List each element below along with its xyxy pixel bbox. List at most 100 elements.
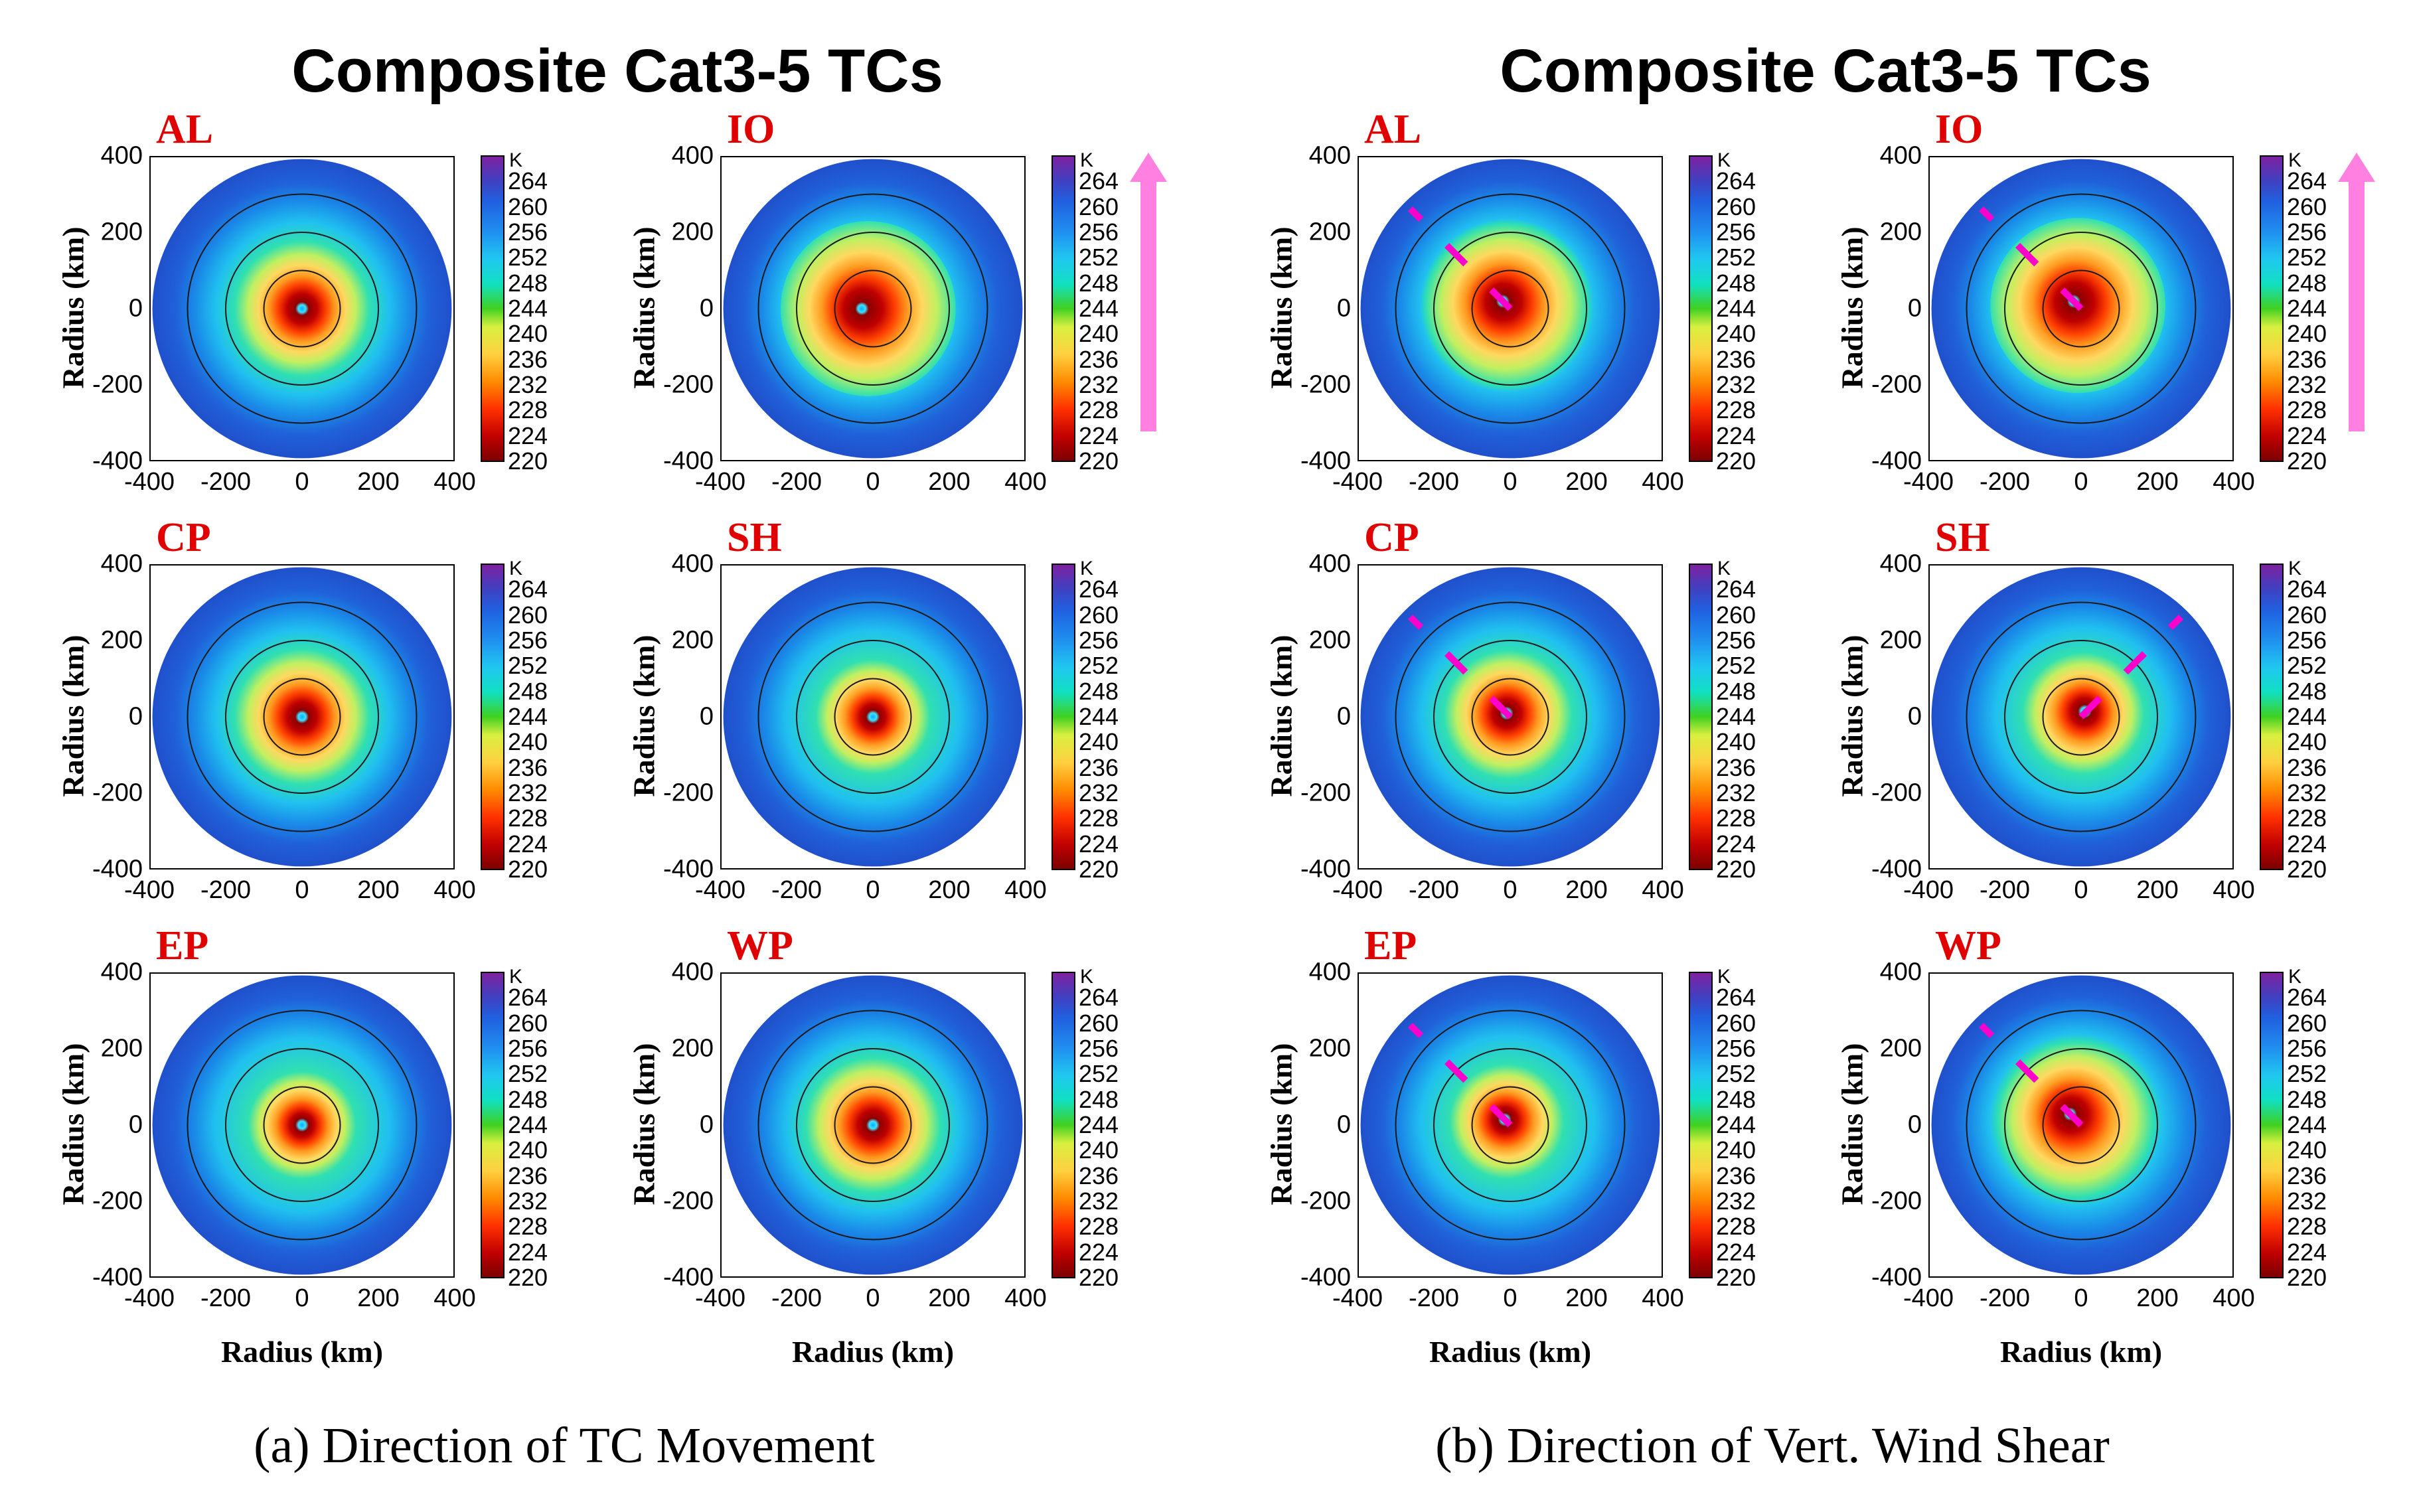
x-tick: 0 [1503,876,1518,904]
colorbar [481,972,505,1278]
ref-circle-300 [757,601,988,832]
y-axis-label: Radius (km) [1835,226,1869,389]
colorbar-tick: 260 [1716,192,1756,220]
colorbar-tick: 264 [2287,167,2327,195]
colorbar-tick: 260 [2287,192,2327,220]
colorbar-tick: 264 [1716,575,1756,603]
colorbar-unit: K [2288,149,2302,171]
ref-circle-300 [1966,601,2197,832]
y-tick: 400 [1308,958,1351,986]
caption-a: (a) Direction of TC Movement [254,1418,875,1474]
colorbar-tick: 240 [2287,1136,2327,1164]
colorbar-tick: 240 [508,1136,548,1164]
x-tick: -400 [123,1284,175,1312]
colorbar-tick: 220 [2287,447,2327,475]
colorbar [481,564,505,870]
ref-circle-200 [2004,640,2158,794]
colorbar-tick: 244 [1079,295,1119,322]
colorbar-tick: 228 [2287,1213,2327,1241]
y-tick: -400 [1300,855,1351,883]
colorbar-tick: 240 [1716,320,1756,348]
colorbar-tick: 260 [2287,1009,2327,1037]
colorbar-tick: 244 [1079,703,1119,730]
x-tick: 400 [1004,1284,1047,1312]
colorbar-tick: 260 [508,1009,548,1037]
y-tick: 0 [699,294,714,323]
y-tick: 400 [671,550,714,578]
colorbar-unit: K [1717,966,1731,988]
y-tick: 0 [128,294,143,323]
colorbar-tick: 232 [2287,779,2327,806]
x-tick: 200 [1565,876,1608,904]
y-tick: -400 [662,447,714,475]
ref-circle-200 [796,1048,950,1202]
x-tick: 400 [1642,876,1684,904]
colorbar-tick: 244 [508,1111,548,1138]
heat-field [723,975,1023,1275]
y-tick: -400 [1871,1263,1922,1292]
plot-frame [149,564,455,869]
title-b: Composite Cat3-5 TCs [1500,37,2151,105]
panel-label-sh: SH [1935,515,1990,560]
colorbar-unit: K [1717,558,1731,579]
x-tick: 200 [2136,1284,2179,1312]
ref-circle-100 [2042,678,2120,756]
y-tick: -400 [1300,447,1351,475]
y-tick: -200 [1300,370,1351,399]
colorbar-fill [2260,972,2284,1278]
y-tick: -200 [1871,1187,1922,1215]
colorbar [1052,972,1075,1278]
x-tick: -400 [1332,468,1383,496]
colorbar-tick: 228 [508,396,548,424]
y-tick: -200 [662,779,714,807]
y-axis-label: Radius (km) [627,1043,661,1205]
colorbar-tick: 244 [1716,703,1756,730]
x-tick: -400 [694,1284,746,1312]
colorbar-tick: 224 [1079,830,1119,858]
colorbar-tick: 248 [508,269,548,297]
y-axis-label: Radius (km) [1835,635,1869,797]
x-tick: 0 [295,468,309,496]
composite-disk-sh [1931,567,2231,867]
panel-label-wp: WP [727,923,793,968]
y-tick: 400 [100,141,143,170]
y-tick: -200 [1300,1187,1351,1215]
ref-circle-200 [796,232,950,386]
x-tick: -400 [1332,876,1383,904]
y-tick: -400 [92,1263,143,1292]
colorbar-tick: 256 [508,1035,548,1062]
colorbar-tick: 232 [1716,1187,1756,1215]
colorbar-tick: 256 [508,218,548,246]
plot-frame [149,156,455,461]
colorbar [1689,155,1713,462]
ref-circle-200 [1433,232,1587,386]
shear-direction-line [2078,615,2183,719]
x-tick: 400 [2213,468,2255,496]
ref-circle-100 [263,1086,341,1164]
colorbar-tick: 244 [2287,703,2327,730]
colorbar-tick: 232 [1079,1187,1119,1215]
colorbar-tick: 232 [508,1187,548,1215]
colorbar-tick: 256 [2287,1035,2327,1062]
heat-field [1931,159,2231,459]
colorbar-tick: 220 [2287,1264,2327,1291]
plot-frame [720,156,1026,461]
ref-circle-200 [796,640,950,794]
colorbar-tick: 248 [1079,269,1119,297]
panel-label-cp: CP [156,515,211,560]
colorbar-tick: 248 [1079,1085,1119,1113]
heat-field [723,159,1023,459]
colorbar [1689,972,1713,1278]
heat-field [152,159,452,459]
colorbar [1052,564,1075,870]
x-tick: 200 [1565,1284,1608,1312]
panel-label-al: AL [1364,107,1422,152]
colorbar-tick: 252 [508,244,548,271]
shear-direction-line [1408,1023,1513,1128]
ref-circle-200 [1433,640,1587,794]
ref-circle-200 [225,232,379,386]
colorbar-unit: K [2288,966,2302,988]
colorbar-tick: 264 [508,167,548,195]
y-tick: -200 [1871,370,1922,399]
y-axis-label: Radius (km) [627,226,661,389]
